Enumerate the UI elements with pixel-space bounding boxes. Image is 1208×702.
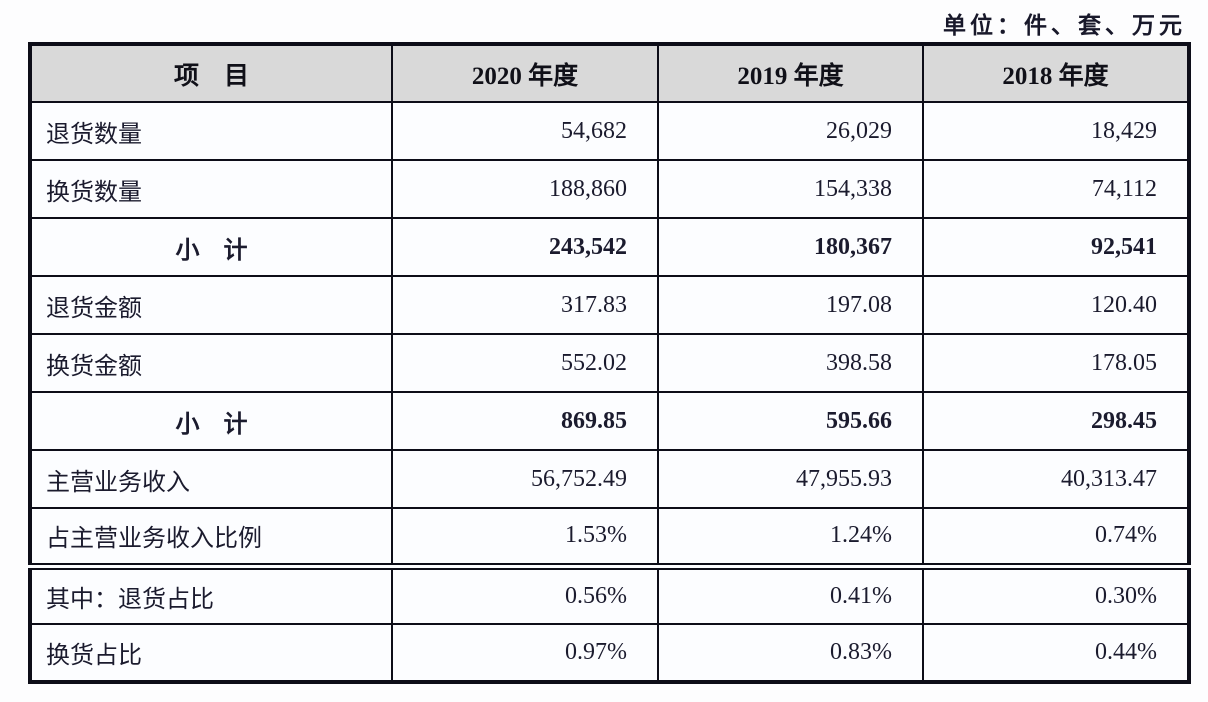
col-header-item: 项 目 [29,43,393,103]
cell-value: 0.56% [391,562,659,625]
table-row-exchange-ratio: 换货占比 0.97% 0.83% 0.44% [29,623,1190,683]
cell-value: 1.53% [391,507,659,567]
table-row-return-qty: 退货数量 54,682 26,029 18,429 [29,101,1190,161]
cell-value: 18,429 [922,101,1190,161]
cell-label: 占主营业务收入比例 [29,507,393,567]
cell-label: 换货金额 [29,333,393,393]
cell-value: 0.41% [657,562,924,625]
cell-value: 0.97% [391,623,659,683]
cell-value: 54,682 [391,101,659,161]
cell-value: 869.85 [391,391,659,451]
cell-value: 154,338 [657,159,924,219]
cell-value: 188,860 [391,159,659,219]
table-row-main-revenue: 主营业务收入 56,752.49 47,955.93 40,313.47 [29,449,1190,509]
cell-label: 其中：退货占比 [29,562,393,625]
table-row-return-ratio: 其中：退货占比 0.56% 0.41% 0.30% [29,562,1190,625]
cell-value: 180,367 [657,217,924,277]
cell-label: 换货数量 [29,159,393,219]
cell-value: 243,542 [391,217,659,277]
header-row: 项 目 2020 年度 2019 年度 2018 年度 [29,43,1190,103]
cell-value: 298.45 [922,391,1190,451]
cell-value: 0.83% [657,623,924,683]
table-row-qty-subtotal: 小 计 243,542 180,367 92,541 [29,217,1190,277]
cell-value: 40,313.47 [922,449,1190,509]
cell-value: 197.08 [657,275,924,335]
cell-value: 26,029 [657,101,924,161]
cell-label: 小 计 [29,391,393,451]
table-row-revenue-ratio: 占主营业务收入比例 1.53% 1.24% 0.74% [29,507,1190,567]
returns-exchanges-table: 项 目 2020 年度 2019 年度 2018 年度 退货数量 54,682 … [28,42,1191,684]
cell-value: 56,752.49 [391,449,659,509]
cell-value: 74,112 [922,159,1190,219]
col-header-year-2019: 2019 年度 [657,43,924,103]
cell-value: 398.58 [657,333,924,393]
cell-value: 47,955.93 [657,449,924,509]
cell-value: 595.66 [657,391,924,451]
unit-note: 单位：件、套、万元 [943,13,1186,38]
cell-value: 178.05 [922,333,1190,393]
cell-value: 1.24% [657,507,924,567]
cell-label: 退货金额 [29,275,393,335]
table-row-exchange-amount: 换货金额 552.02 398.58 178.05 [29,333,1190,393]
cell-label: 退货数量 [29,101,393,161]
cell-label: 换货占比 [29,623,393,683]
cell-value: 120.40 [922,275,1190,335]
col-header-year-2018: 2018 年度 [922,43,1190,103]
cell-label: 主营业务收入 [29,449,393,509]
table-row-amount-subtotal: 小 计 869.85 595.66 298.45 [29,391,1190,451]
table-row-exchange-qty: 换货数量 188,860 154,338 74,112 [29,159,1190,219]
cell-value: 0.30% [922,562,1190,625]
cell-label: 小 计 [29,217,393,277]
cell-value: 552.02 [391,333,659,393]
cell-value: 92,541 [922,217,1190,277]
cell-value: 0.74% [922,507,1190,567]
cell-value: 0.44% [922,623,1190,683]
cell-value: 317.83 [391,275,659,335]
col-header-year-2020: 2020 年度 [391,43,659,103]
table-row-return-amount: 退货金额 317.83 197.08 120.40 [29,275,1190,335]
